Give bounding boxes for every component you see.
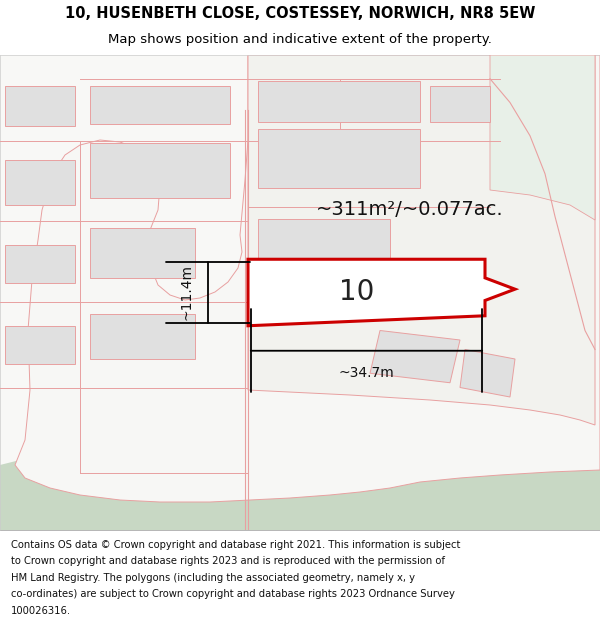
Text: 10, HUSENBETH CLOSE, COSTESSEY, NORWICH, NR8 5EW: 10, HUSENBETH CLOSE, COSTESSEY, NORWICH,… <box>65 6 535 21</box>
Polygon shape <box>5 326 75 364</box>
Polygon shape <box>0 55 600 470</box>
Text: ~311m²/~0.077ac.: ~311m²/~0.077ac. <box>316 200 504 219</box>
Text: 100026316.: 100026316. <box>11 606 71 616</box>
Polygon shape <box>370 331 460 382</box>
Polygon shape <box>90 143 230 198</box>
Polygon shape <box>430 86 490 121</box>
Polygon shape <box>5 245 75 283</box>
Text: co-ordinates) are subject to Crown copyright and database rights 2023 Ordnance S: co-ordinates) are subject to Crown copyr… <box>11 589 455 599</box>
Polygon shape <box>460 349 515 397</box>
Polygon shape <box>15 55 600 502</box>
Polygon shape <box>490 55 595 220</box>
Text: HM Land Registry. The polygons (including the associated geometry, namely x, y: HM Land Registry. The polygons (includin… <box>11 572 415 582</box>
Polygon shape <box>5 159 75 204</box>
Polygon shape <box>258 219 390 262</box>
Polygon shape <box>248 55 595 425</box>
Text: Contains OS data © Crown copyright and database right 2021. This information is : Contains OS data © Crown copyright and d… <box>11 539 460 549</box>
Polygon shape <box>248 259 515 326</box>
Polygon shape <box>90 86 230 124</box>
Polygon shape <box>258 81 420 121</box>
Polygon shape <box>90 228 195 278</box>
Polygon shape <box>90 314 195 359</box>
Text: ~34.7m: ~34.7m <box>338 366 394 380</box>
Text: ~11.4m: ~11.4m <box>179 264 193 321</box>
Text: Map shows position and indicative extent of the property.: Map shows position and indicative extent… <box>108 33 492 46</box>
Polygon shape <box>5 86 75 126</box>
Polygon shape <box>0 400 600 530</box>
Text: 10: 10 <box>339 279 374 306</box>
Polygon shape <box>258 129 420 188</box>
Text: to Crown copyright and database rights 2023 and is reproduced with the permissio: to Crown copyright and database rights 2… <box>11 556 445 566</box>
